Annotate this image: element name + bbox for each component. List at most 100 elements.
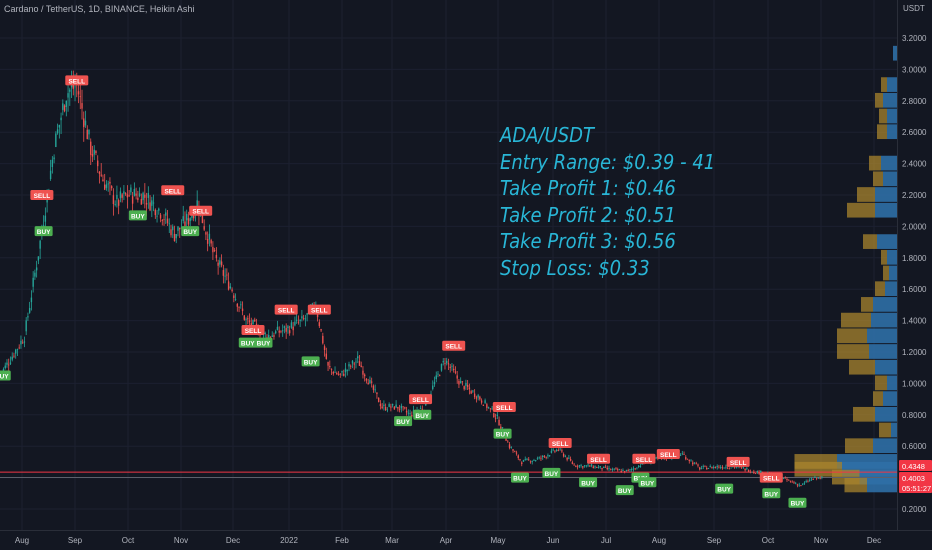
candle-body xyxy=(615,468,617,470)
candle-body xyxy=(151,200,153,206)
candle-body xyxy=(205,232,207,235)
svg-text:BUY: BUY xyxy=(791,501,805,508)
candle-body xyxy=(243,315,245,320)
buy-badge: BUY xyxy=(493,428,512,439)
y-tick-label: 2.6000 xyxy=(902,128,927,137)
candle-body xyxy=(55,133,57,148)
candle-body xyxy=(255,323,258,326)
x-tick-label: Jun xyxy=(547,536,560,545)
buy-badge: BUY xyxy=(638,477,657,488)
candle-body xyxy=(77,91,80,95)
note-stoploss: Stop Loss: $0.33 xyxy=(500,255,650,280)
candle-body xyxy=(285,328,287,332)
candle-body xyxy=(367,382,369,385)
candle-body xyxy=(473,393,476,398)
candle-body xyxy=(325,353,328,359)
candle-body xyxy=(168,223,170,225)
candle-body xyxy=(500,426,502,429)
svg-text:SELL: SELL xyxy=(164,188,181,195)
candle-body xyxy=(548,455,551,457)
profile-bar-sell xyxy=(883,265,889,281)
time-axis[interactable]: Aug Sep Oct Nov Dec 2022 Feb Mar Apr May Jun Jul Aug… xyxy=(15,536,881,545)
candle-body xyxy=(557,450,560,451)
candle-body xyxy=(252,320,254,325)
candle-body xyxy=(339,373,341,375)
y-tick-label: 2.4000 xyxy=(902,160,927,169)
candle-body xyxy=(379,403,382,407)
candle-body xyxy=(709,466,711,467)
candle-body xyxy=(440,364,443,371)
candle-body xyxy=(802,483,804,485)
profile-bar-buy xyxy=(875,202,897,218)
profile-bar-buy xyxy=(891,422,897,438)
candle-body xyxy=(711,467,713,469)
candle-body xyxy=(505,438,507,441)
candle-body xyxy=(819,478,821,480)
candle-body xyxy=(491,408,493,410)
candle-body xyxy=(807,481,809,483)
candle-body xyxy=(302,318,305,320)
candle-body xyxy=(152,202,155,204)
candle-body xyxy=(444,362,446,364)
candle-body xyxy=(632,468,635,470)
y-tick-label: 3.2000 xyxy=(902,34,927,43)
volume-profile xyxy=(794,45,897,493)
profile-bar-sell xyxy=(869,155,881,171)
candle-body xyxy=(219,260,221,265)
candle-body xyxy=(65,100,68,107)
candle-body xyxy=(522,459,525,462)
buy-badge: BUY xyxy=(301,356,320,367)
candle-body xyxy=(468,387,471,390)
candle-body xyxy=(395,404,397,408)
note-pair: ADA/USDT xyxy=(500,123,595,147)
candle-body xyxy=(681,453,683,455)
candle-body xyxy=(34,272,36,277)
profile-bar-sell xyxy=(861,297,873,312)
candle-body xyxy=(568,457,570,459)
candle-body xyxy=(91,154,94,157)
candle-body xyxy=(329,365,331,368)
candle-body xyxy=(70,84,73,88)
candle-body xyxy=(808,479,811,481)
y-tick-label: 1.4000 xyxy=(902,317,927,326)
candle-body xyxy=(714,467,717,468)
y-tick-label: 2.0000 xyxy=(902,222,927,231)
svg-text:BUY: BUY xyxy=(545,471,559,478)
candle-body xyxy=(585,465,588,467)
candle-body xyxy=(405,410,408,413)
sell-badge: SELL xyxy=(492,401,516,412)
profile-bar-buy xyxy=(867,328,897,344)
candle-body xyxy=(27,316,29,318)
candle-body xyxy=(11,356,13,360)
candle-body xyxy=(179,227,181,230)
candle-body xyxy=(730,467,732,469)
candle-body xyxy=(592,466,594,469)
candle-body xyxy=(44,215,47,222)
candle-body xyxy=(206,239,209,244)
buy-badge: BUY xyxy=(128,210,147,221)
candle-body xyxy=(510,447,512,449)
candle-body xyxy=(571,462,574,464)
candle-body xyxy=(109,181,111,184)
profile-bar-buy xyxy=(881,155,897,171)
sell-badge: SELL xyxy=(759,472,783,483)
svg-text:05:51:27: 05:51:27 xyxy=(902,484,931,493)
candle-body xyxy=(360,365,362,367)
candle-body xyxy=(713,466,715,468)
candle-body xyxy=(437,373,439,375)
candle-body xyxy=(273,335,275,337)
candle-body xyxy=(514,451,516,453)
candle-body xyxy=(515,452,518,454)
candle-body xyxy=(53,157,55,160)
candle-body xyxy=(634,468,636,470)
candle-body xyxy=(49,170,52,179)
sell-badge: SELL xyxy=(409,394,433,405)
candle-body xyxy=(37,256,40,261)
candle-body xyxy=(606,467,608,470)
candle-body xyxy=(540,457,542,459)
x-tick-label: Aug xyxy=(15,536,29,545)
candle-body xyxy=(145,202,148,205)
buy-badge: BUY xyxy=(615,485,634,496)
candle-body xyxy=(121,194,123,198)
